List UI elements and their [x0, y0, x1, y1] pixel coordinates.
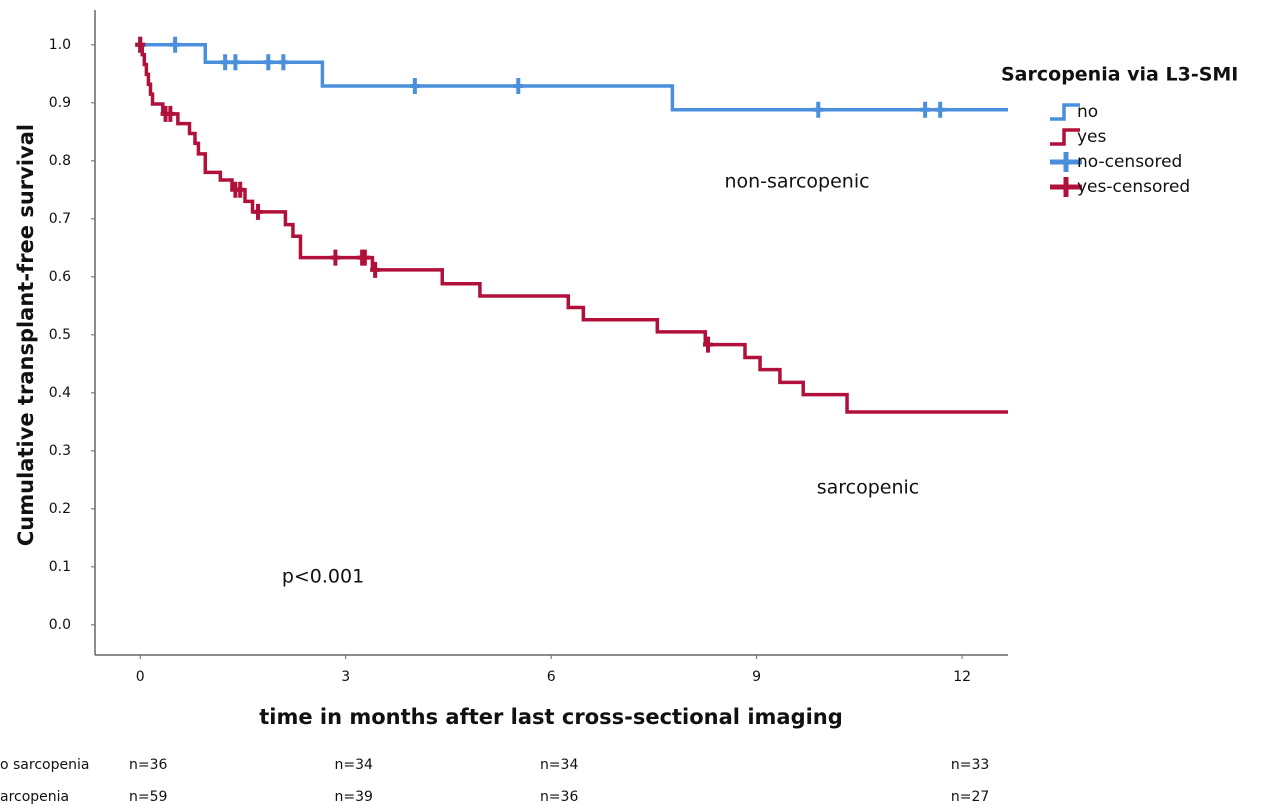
legend-swatch [1050, 128, 1080, 146]
y-tick-label: 0.0 [49, 617, 71, 633]
risk-count: n=27 [951, 789, 989, 805]
y-tick-label: 0.4 [49, 385, 71, 401]
y-tick-label: 0.3 [49, 443, 71, 459]
censor-mark [170, 36, 181, 53]
censor-mark [278, 54, 289, 71]
risk-count: n=33 [951, 757, 989, 773]
x-tick-label: 12 [953, 669, 971, 685]
censor-mark [220, 54, 231, 71]
annotation: non-sarcopenic [724, 171, 869, 193]
y-tick-label: 1.0 [49, 37, 71, 53]
legend-title: Sarcopenia via L3-SMI [1001, 64, 1238, 86]
y-tick-label: 0.9 [49, 95, 71, 111]
legend-label: yes [1077, 127, 1107, 147]
survival-curve [140, 43, 1008, 414]
censor-mark [920, 101, 931, 118]
x-axis-title: time in months after last cross-sectiona… [259, 705, 843, 729]
censor-mark [253, 203, 264, 220]
censor-mark [935, 101, 946, 118]
risk-count: n=34 [334, 757, 373, 773]
censor-mark [235, 181, 246, 198]
censor-mark [165, 105, 176, 122]
x-tick-label: 6 [547, 669, 556, 685]
y-tick-label: 0.1 [49, 559, 71, 575]
censor-mark [409, 77, 420, 94]
x-tick-label: 3 [341, 669, 350, 685]
legend-label: no-censored [1077, 152, 1182, 172]
censor-mark [359, 249, 370, 266]
risk-label: o sarcopenia [0, 757, 89, 773]
legend-swatch [1050, 177, 1082, 197]
censor-mark [813, 101, 824, 118]
x-tick-label: 9 [752, 669, 761, 685]
risk-count: n=59 [129, 789, 167, 805]
censor-mark [703, 336, 714, 353]
annotation: p<0.001 [282, 566, 364, 588]
risk-label: arcopenia [0, 789, 69, 805]
legend-label: yes-censored [1077, 177, 1190, 197]
y-tick-label: 0.8 [49, 153, 71, 169]
y-tick-label: 0.2 [49, 501, 71, 517]
y-tick-label: 0.5 [49, 327, 71, 343]
survival-curve [140, 43, 1008, 112]
censor-mark [330, 249, 341, 266]
censor-mark [513, 77, 524, 94]
legend-swatch [1050, 152, 1082, 172]
risk-count: n=36 [129, 757, 168, 773]
censor-mark [135, 36, 146, 53]
legend-swatch [1050, 103, 1080, 121]
x-tick-label: 0 [136, 669, 145, 685]
annotation: sarcopenic [817, 477, 920, 499]
censor-mark [370, 261, 381, 278]
risk-count: n=34 [540, 757, 579, 773]
y-tick-label: 0.6 [49, 269, 71, 285]
y-axis-title: Cumulative transplant-free survival [14, 124, 38, 546]
censor-mark [263, 54, 274, 71]
risk-count: n=36 [540, 789, 579, 805]
risk-count: n=39 [334, 789, 372, 805]
legend-label: no [1077, 102, 1098, 122]
censor-mark [230, 54, 241, 71]
y-tick-label: 0.7 [49, 211, 71, 227]
